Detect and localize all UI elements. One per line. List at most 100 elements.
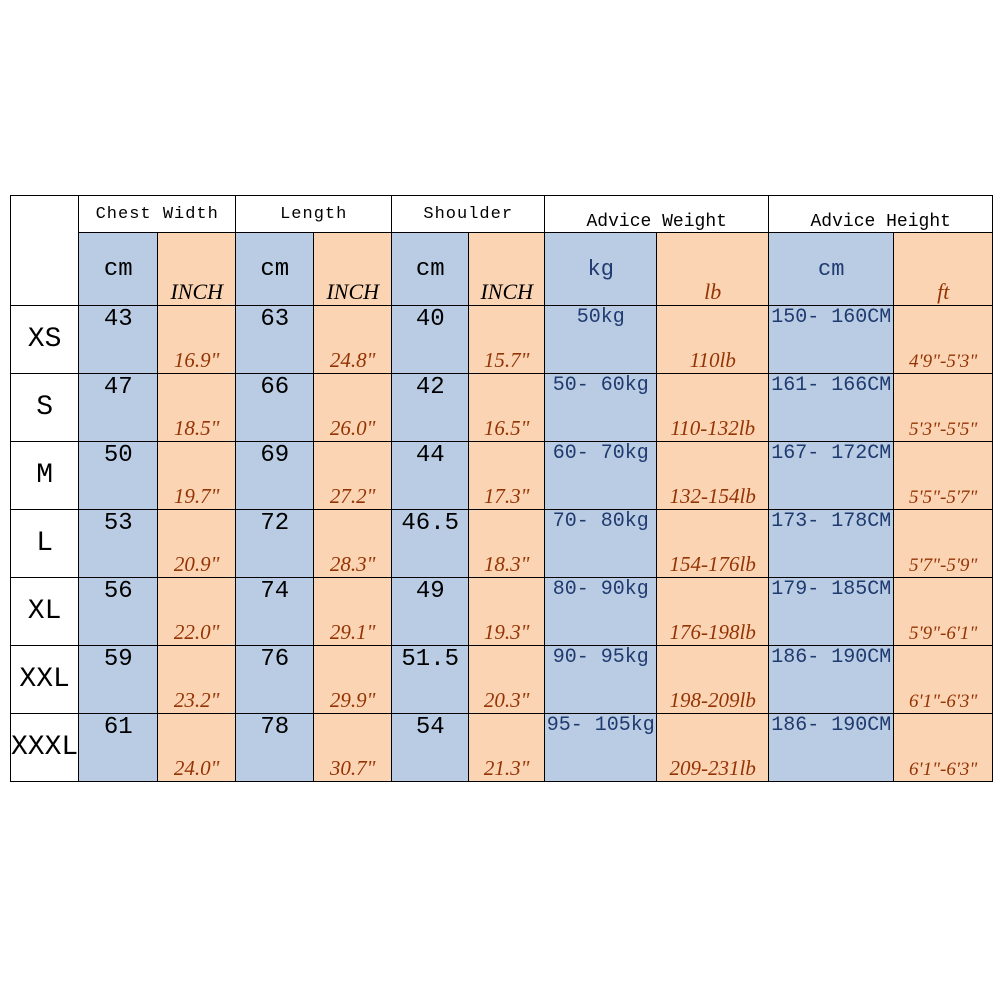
chest-inch-value: 18.5" (157, 373, 237, 442)
height-cm-unit: cm (768, 232, 895, 306)
shoulder-inch-value: 16.5" (468, 373, 546, 442)
chest-inch-unit: INCH (157, 232, 237, 306)
length-inch-value: 26.0" (313, 373, 393, 442)
shoulder-inch-unit: INCH (468, 232, 546, 306)
size-label: L (9, 509, 80, 578)
weight-kg-value: 50kg (544, 305, 658, 374)
corner-cell (9, 195, 80, 306)
length-cm-value: 78 (235, 713, 315, 782)
chest-cm-value: 53 (78, 509, 159, 578)
weight-kg-unit: kg (544, 232, 658, 306)
length-cm-value: 66 (235, 373, 315, 442)
length-inch-value: 27.2" (313, 441, 393, 510)
length-cm-value: 76 (235, 645, 315, 714)
length-cm-value: 63 (235, 305, 315, 374)
weight-lb-value: 176-198lb (656, 577, 770, 646)
length-inch-value: 29.1" (313, 577, 393, 646)
weight-lb-value: 110-132lb (656, 373, 770, 442)
group-shoulder: Shoulder (391, 195, 546, 233)
weight-lb-value: 154-176lb (656, 509, 770, 578)
chest-cm-value: 47 (78, 373, 159, 442)
length-inch-value: 28.3" (313, 509, 393, 578)
shoulder-inch-value: 15.7" (468, 305, 546, 374)
height-cm-value: 186- 190CM (768, 713, 895, 782)
height-ft-unit: ft (893, 232, 994, 306)
chest-cm-value: 56 (78, 577, 159, 646)
weight-kg-value: 50- 60kg (544, 373, 658, 442)
shoulder-cm-value: 46.5 (391, 509, 470, 578)
length-inch-value: 29.9" (313, 645, 393, 714)
shoulder-cm-value: 51.5 (391, 645, 470, 714)
chest-cm-unit: cm (78, 232, 159, 306)
shoulder-cm-value: 49 (391, 577, 470, 646)
shoulder-inch-value: 20.3" (468, 645, 546, 714)
height-ft-value: 6'1"-6'3" (893, 645, 994, 714)
chest-inch-value: 19.7" (157, 441, 237, 510)
length-inch-value: 30.7" (313, 713, 393, 782)
shoulder-inch-value: 19.3" (468, 577, 546, 646)
group-chest-width: Chest Width (78, 195, 237, 233)
chest-inch-value: 20.9" (157, 509, 237, 578)
table-row: XXXL 61 24.0" 78 30.7" 54 21.3" 95- 105k… (9, 713, 994, 782)
height-ft-value: 5'5"-5'7" (893, 441, 994, 510)
size-label: XS (9, 305, 80, 374)
height-ft-value: 5'9"-6'1" (893, 577, 994, 646)
weight-lb-value: 110lb (656, 305, 770, 374)
weight-lb-value: 132-154lb (656, 441, 770, 510)
shoulder-cm-value: 42 (391, 373, 470, 442)
shoulder-cm-value: 44 (391, 441, 470, 510)
shoulder-cm-value: 54 (391, 713, 470, 782)
chest-cm-value: 43 (78, 305, 159, 374)
height-cm-value: 167- 172CM (768, 441, 895, 510)
size-label: XXL (9, 645, 80, 714)
chest-inch-value: 23.2" (157, 645, 237, 714)
height-ft-value: 4'9"-5'3" (893, 305, 994, 374)
chest-inch-value: 16.9" (157, 305, 237, 374)
height-cm-value: 161- 166CM (768, 373, 895, 442)
group-length: Length (235, 195, 393, 233)
shoulder-inch-value: 21.3" (468, 713, 546, 782)
table-row: M 50 19.7" 69 27.2" 44 17.3" 60- 70kg 13… (9, 441, 994, 510)
size-label: S (9, 373, 80, 442)
weight-lb-unit: lb (656, 232, 770, 306)
chest-cm-value: 59 (78, 645, 159, 714)
length-inch-unit: INCH (313, 232, 393, 306)
shoulder-inch-value: 17.3" (468, 441, 546, 510)
table-row: L 53 20.9" 72 28.3" 46.5 18.3" 70- 80kg … (9, 509, 994, 578)
height-ft-value: 5'7"-5'9" (893, 509, 994, 578)
size-chart-table: Chest Width Length Shoulder Advice Weigh… (9, 195, 994, 782)
length-cm-value: 74 (235, 577, 315, 646)
weight-kg-value: 70- 80kg (544, 509, 658, 578)
table-row: XS 43 16.9" 63 24.8" 40 15.7" 50kg 110lb… (9, 305, 994, 374)
length-inch-value: 24.8" (313, 305, 393, 374)
size-label: XL (9, 577, 80, 646)
chest-cm-value: 50 (78, 441, 159, 510)
group-advice-weight: Advice Weight (544, 195, 770, 233)
table-row: XL 56 22.0" 74 29.1" 49 19.3" 80- 90kg 1… (9, 577, 994, 646)
group-advice-height: Advice Height (768, 195, 994, 233)
height-cm-value: 150- 160CM (768, 305, 895, 374)
height-ft-value: 5'3"-5'5" (893, 373, 994, 442)
chest-inch-value: 24.0" (157, 713, 237, 782)
weight-kg-value: 80- 90kg (544, 577, 658, 646)
chest-inch-value: 22.0" (157, 577, 237, 646)
group-header-row: Chest Width Length Shoulder Advice Weigh… (9, 195, 994, 306)
weight-lb-value: 209-231lb (656, 713, 770, 782)
size-label: XXXL (9, 713, 80, 782)
height-ft-value: 6'1"-6'3" (893, 713, 994, 782)
shoulder-cm-unit: cm (391, 232, 470, 306)
size-label: M (9, 441, 80, 510)
length-cm-value: 72 (235, 509, 315, 578)
length-cm-value: 69 (235, 441, 315, 510)
weight-kg-value: 60- 70kg (544, 441, 658, 510)
shoulder-inch-value: 18.3" (468, 509, 546, 578)
table-row: XXL 59 23.2" 76 29.9" 51.5 20.3" 90- 95k… (9, 645, 994, 714)
chest-cm-value: 61 (78, 713, 159, 782)
weight-lb-value: 198-209lb (656, 645, 770, 714)
unit-header-row: cm INCH cm INCH cm INCH kg lb cm ft (11, 232, 994, 306)
height-cm-value: 173- 178CM (768, 509, 895, 578)
height-cm-value: 186- 190CM (768, 645, 895, 714)
shoulder-cm-value: 40 (391, 305, 470, 374)
table-row: S 47 18.5" 66 26.0" 42 16.5" 50- 60kg 11… (9, 373, 994, 442)
